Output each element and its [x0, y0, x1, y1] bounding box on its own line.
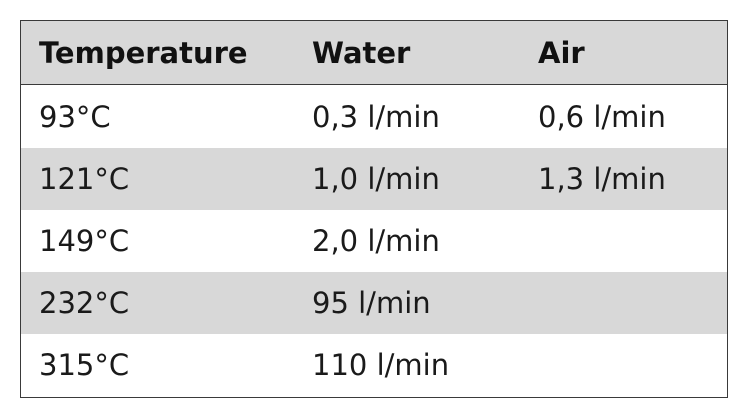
- cell-temperature: 93°C: [39, 99, 111, 134]
- table-row: 149°C 2,0 l/min: [21, 210, 727, 272]
- cell-air: 1,3 l/min: [538, 162, 666, 196]
- table-row: 121°C 1,0 l/min 1,3 l/min: [21, 148, 727, 210]
- cell-water: 110 l/min: [312, 348, 450, 382]
- table-row: 93°C 0,3 l/min 0,6 l/min: [21, 85, 727, 148]
- header-temperature: Temperature: [39, 35, 248, 70]
- cell-temperature: 121°C: [39, 162, 130, 196]
- header-water: Water: [312, 35, 411, 70]
- cell-water: 1,0 l/min: [312, 162, 440, 196]
- cell-water: 0,3 l/min: [312, 99, 440, 134]
- table-header-row: Temperature Water Air: [21, 21, 727, 85]
- cell-temperature: 232°C: [39, 286, 130, 320]
- cell-air: 0,6 l/min: [538, 99, 666, 134]
- cell-water: 95 l/min: [312, 286, 431, 320]
- table-row: 232°C 95 l/min: [21, 272, 727, 334]
- cell-temperature: 315°C: [39, 348, 130, 382]
- header-air: Air: [538, 35, 585, 70]
- cell-water: 2,0 l/min: [312, 224, 440, 258]
- cell-temperature: 149°C: [39, 224, 130, 258]
- table-row: 315°C 110 l/min: [21, 334, 727, 396]
- flow-rate-table: Temperature Water Air 93°C 0,3 l/min 0,6…: [20, 20, 728, 398]
